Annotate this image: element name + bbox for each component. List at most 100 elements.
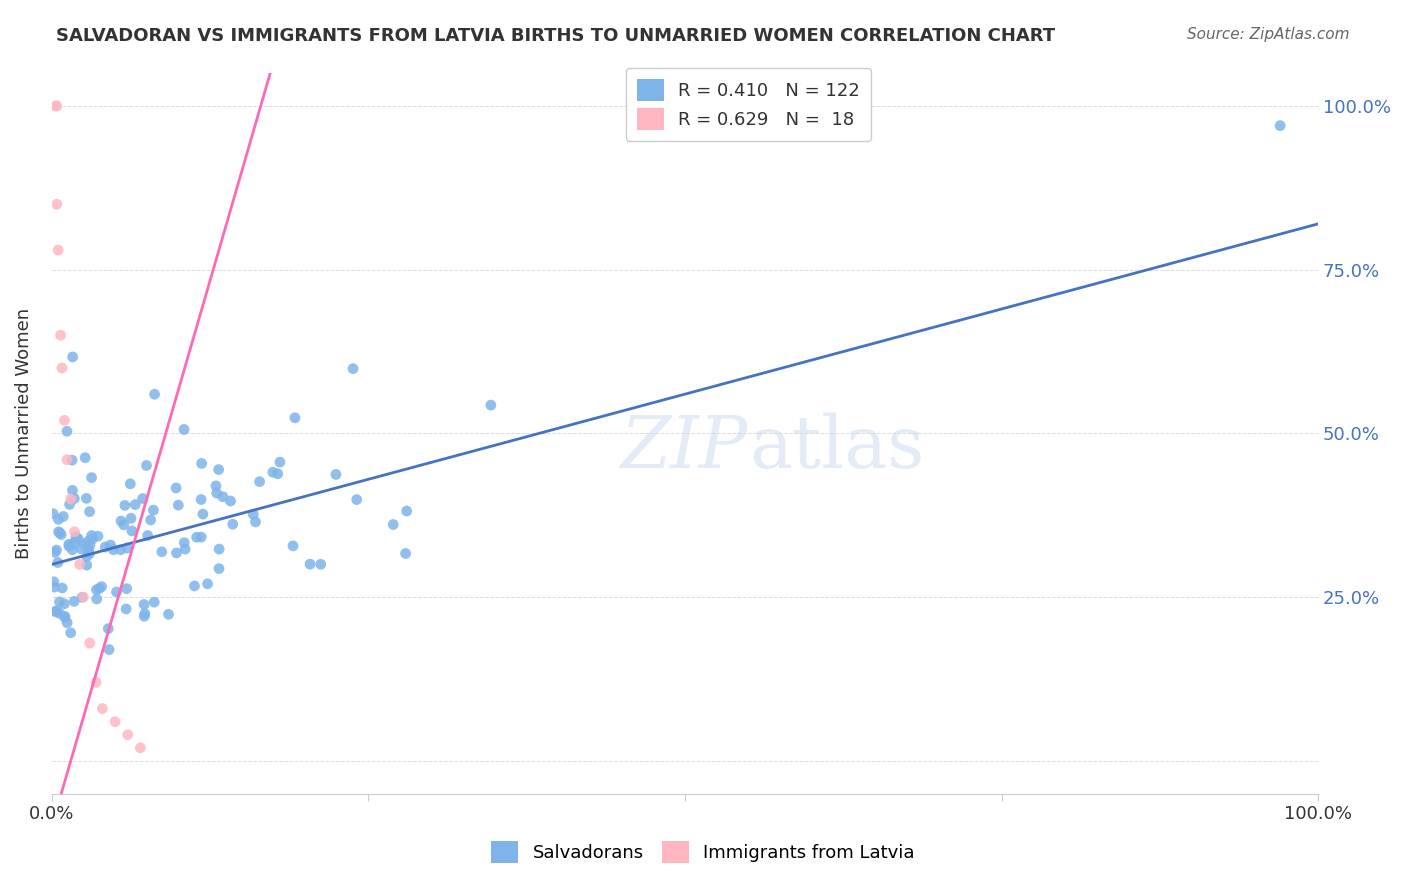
Point — [75, 450, 97, 465]
Point — [56, 452, 79, 467]
Point — [53, 597, 76, 611]
Point — [197, 576, 219, 591]
Legend: R = 0.410   N = 122, R = 0.629   N =  18: R = 0.410 N = 122, R = 0.629 N = 18 — [626, 68, 870, 141]
Point — [150, 545, 173, 559]
Point — [90, 580, 112, 594]
Point — [346, 492, 368, 507]
Point — [86, 591, 108, 606]
Point — [58, 537, 80, 551]
Point — [80, 470, 103, 484]
Y-axis label: Births to Unmarried Women: Births to Unmarried Women — [15, 308, 32, 559]
Point — [59, 625, 82, 640]
Point — [284, 410, 307, 425]
Point — [120, 511, 142, 525]
Point — [394, 547, 416, 561]
Point — [58, 539, 80, 553]
Point — [42, 574, 65, 589]
Point — [173, 535, 195, 549]
Point — [262, 465, 284, 479]
Point — [342, 361, 364, 376]
Point — [82, 532, 104, 546]
Point — [325, 467, 347, 482]
Point — [56, 425, 79, 439]
Point — [190, 530, 212, 544]
Point — [79, 547, 101, 561]
Point — [143, 387, 166, 401]
Point — [299, 557, 322, 571]
Point — [132, 598, 155, 612]
Point — [49, 328, 72, 343]
Point — [139, 513, 162, 527]
Point — [131, 491, 153, 506]
Point — [79, 636, 101, 650]
Point — [89, 582, 111, 596]
Point — [110, 542, 132, 557]
Point — [103, 542, 125, 557]
Point — [134, 609, 156, 624]
Point — [115, 602, 138, 616]
Point — [77, 534, 100, 549]
Point — [46, 243, 69, 257]
Point — [86, 582, 108, 597]
Point — [205, 486, 228, 500]
Point — [62, 483, 84, 498]
Text: Source: ZipAtlas.com: Source: ZipAtlas.com — [1187, 27, 1350, 42]
Point — [72, 590, 94, 604]
Point — [269, 455, 291, 469]
Point — [79, 538, 101, 552]
Point — [173, 422, 195, 436]
Point — [53, 610, 76, 624]
Point — [222, 517, 245, 532]
Point — [76, 549, 98, 564]
Point — [70, 591, 93, 605]
Point — [48, 524, 70, 539]
Point — [45, 197, 67, 211]
Point — [208, 462, 231, 476]
Point — [69, 541, 91, 556]
Point — [219, 494, 242, 508]
Point — [84, 675, 107, 690]
Point — [48, 607, 70, 621]
Point — [44, 580, 66, 594]
Point — [44, 545, 66, 559]
Point — [65, 530, 87, 544]
Point — [115, 541, 138, 555]
Point — [186, 530, 208, 544]
Point — [165, 481, 187, 495]
Point — [44, 605, 66, 619]
Point — [205, 479, 228, 493]
Point — [58, 498, 80, 512]
Point — [479, 398, 502, 412]
Point — [49, 527, 72, 541]
Point — [167, 498, 190, 512]
Point — [46, 556, 69, 570]
Point — [121, 524, 143, 538]
Point — [105, 585, 128, 599]
Point — [59, 491, 82, 506]
Point — [98, 642, 121, 657]
Point — [1268, 119, 1291, 133]
Text: SALVADORAN VS IMMIGRANTS FROM LATVIA BIRTHS TO UNMARRIED WOMEN CORRELATION CHART: SALVADORAN VS IMMIGRANTS FROM LATVIA BIR… — [56, 27, 1056, 45]
Point — [75, 491, 97, 506]
Point — [45, 543, 67, 558]
Point — [166, 546, 188, 560]
Point — [114, 499, 136, 513]
Point — [100, 538, 122, 552]
Point — [63, 536, 86, 550]
Point — [63, 524, 86, 539]
Point — [157, 607, 180, 622]
Point — [76, 558, 98, 573]
Point — [69, 558, 91, 572]
Point — [67, 532, 90, 546]
Point — [267, 467, 290, 481]
Point — [60, 542, 83, 557]
Point — [134, 607, 156, 621]
Point — [63, 491, 86, 506]
Point — [56, 615, 79, 630]
Legend: Salvadorans, Immigrants from Latvia: Salvadorans, Immigrants from Latvia — [481, 830, 925, 874]
Point — [53, 609, 76, 624]
Point — [112, 517, 135, 532]
Point — [52, 509, 75, 524]
Point — [191, 507, 214, 521]
Point — [48, 595, 70, 609]
